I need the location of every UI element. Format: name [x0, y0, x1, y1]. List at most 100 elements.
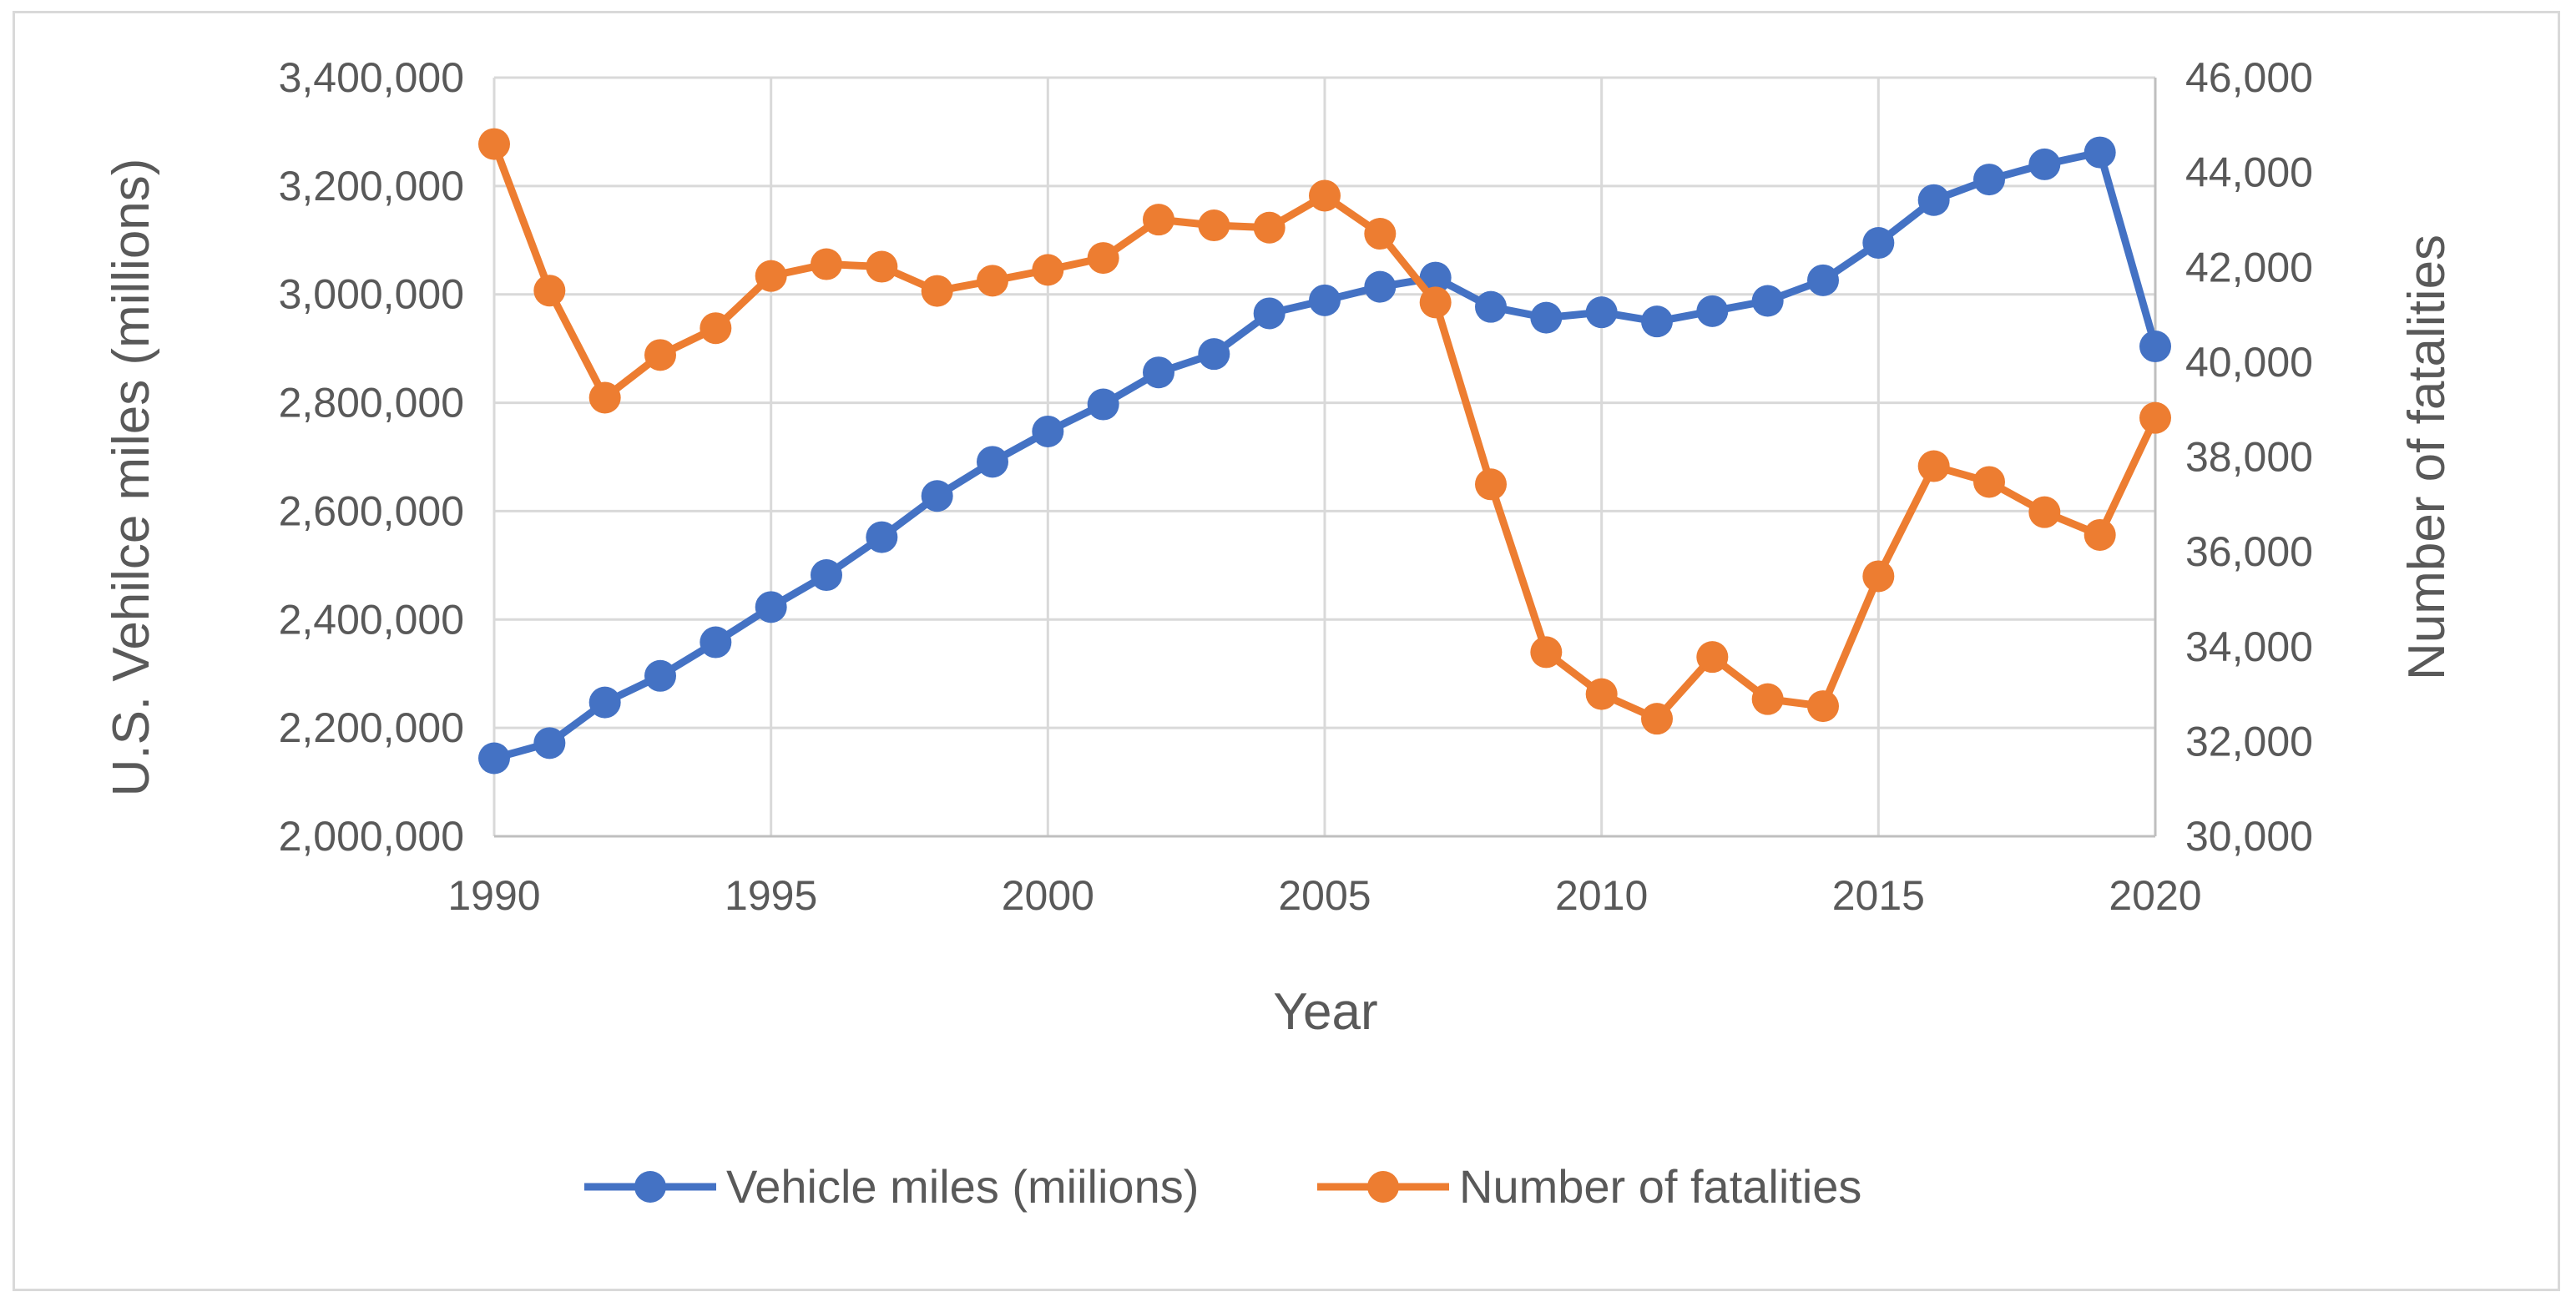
right-tick-label: 42,000 — [2185, 244, 2313, 290]
series — [478, 128, 2171, 775]
data-point-vehicle-miles — [2028, 148, 2061, 180]
right-axis-title: Number of fatalities — [2398, 235, 2456, 680]
data-point-fatalities — [1641, 703, 1673, 735]
x-tick-label: 2020 — [2109, 872, 2201, 919]
data-point-vehicle-miles — [1309, 284, 1341, 316]
data-point-vehicle-miles — [921, 480, 953, 512]
left-tick-label: 2,600,000 — [279, 487, 464, 534]
left-tick-label: 2,200,000 — [279, 704, 464, 751]
right-axis-ticks: 30,000 32,000 34,000 36,000 38,000 40,000 42,0… — [2185, 54, 2313, 860]
right-tick-label: 46,000 — [2185, 54, 2313, 101]
legend-marker-vehicle-miles — [634, 1171, 666, 1203]
data-point-fatalities — [1751, 683, 1784, 715]
data-point-fatalities — [2028, 496, 2061, 528]
data-point-vehicle-miles — [1198, 338, 1230, 371]
left-tick-label: 3,200,000 — [279, 163, 464, 209]
data-point-fatalities — [755, 260, 787, 292]
data-point-vehicle-miles — [866, 521, 898, 553]
data-point-vehicle-miles — [700, 626, 732, 659]
data-point-fatalities — [1087, 242, 1119, 275]
data-point-fatalities — [644, 339, 676, 371]
data-point-vehicle-miles — [1917, 184, 1950, 216]
data-point-vehicle-miles — [1419, 261, 1452, 294]
data-point-fatalities — [2139, 401, 2171, 434]
legend-item-vehicle-miles: Vehicle miles (miilions) — [584, 1160, 1199, 1213]
data-point-fatalities — [1862, 560, 1895, 593]
x-tick-label: 1990 — [447, 872, 540, 919]
right-tick-label: 36,000 — [2185, 528, 2313, 575]
series-vehicle-miles — [478, 136, 2171, 775]
data-point-vehicle-miles — [811, 559, 842, 592]
data-point-fatalities — [588, 381, 621, 414]
left-axis-ticks: 2,000,000 2,200,000 2,400,000 2,600,000 2,80… — [279, 54, 464, 860]
left-tick-label: 2,000,000 — [279, 813, 464, 860]
left-tick-label: 3,000,000 — [279, 271, 464, 318]
right-tick-label: 38,000 — [2185, 434, 2313, 481]
data-point-vehicle-miles — [977, 446, 1008, 478]
data-point-vehicle-miles — [533, 727, 566, 760]
legend-label-fatalities: Number of fatalities — [1459, 1160, 1861, 1213]
data-point-fatalities — [1585, 678, 1618, 710]
data-point-fatalities — [1253, 211, 1285, 244]
data-point-vehicle-miles — [1807, 264, 1839, 296]
data-point-vehicle-miles — [1973, 164, 2005, 196]
chart-frame — [13, 11, 2560, 1291]
data-point-vehicle-miles — [2139, 331, 2171, 363]
data-point-fatalities — [1696, 641, 1729, 674]
data-point-fatalities — [866, 250, 898, 283]
data-point-vehicle-miles — [1253, 297, 1285, 330]
data-point-fatalities — [700, 312, 732, 345]
left-tick-label: 3,400,000 — [279, 54, 464, 101]
x-tick-label: 2015 — [1832, 872, 1925, 919]
left-tick-label: 2,400,000 — [279, 596, 464, 643]
data-point-vehicle-miles — [1696, 295, 1729, 327]
series-fatalities — [478, 128, 2171, 735]
x-tick-label: 2000 — [1002, 872, 1094, 919]
data-point-vehicle-miles — [1530, 301, 1563, 334]
legend-marker-fatalities — [1367, 1171, 1399, 1203]
legend-label-vehicle-miles: Vehicle miles (miilions) — [726, 1160, 1199, 1213]
data-point-fatalities — [1973, 466, 2005, 498]
data-point-fatalities — [1364, 218, 1397, 250]
right-tick-label: 44,000 — [2185, 149, 2313, 196]
data-point-vehicle-miles — [644, 659, 676, 692]
data-point-vehicle-miles — [1143, 356, 1174, 389]
x-tick-label: 1995 — [725, 872, 817, 919]
data-point-vehicle-miles — [755, 591, 787, 623]
right-tick-label: 32,000 — [2185, 718, 2313, 765]
x-tick-label: 2005 — [1278, 872, 1371, 919]
legend-item-fatalities: Number of fatalities — [1317, 1160, 1861, 1213]
data-point-vehicle-miles — [1862, 227, 1895, 260]
x-axis-ticks: 1990 1995 2000 2005 2010 2015 2020 — [447, 872, 2201, 919]
data-point-fatalities — [533, 275, 566, 307]
data-point-fatalities — [921, 275, 953, 307]
x-tick-label: 2010 — [1555, 872, 1648, 919]
legend: Vehicle miles (miilions) Number of fatal… — [584, 1160, 1861, 1213]
data-point-fatalities — [1143, 204, 1174, 236]
data-point-fatalities — [1530, 636, 1563, 669]
right-tick-label: 40,000 — [2185, 339, 2313, 386]
data-point-fatalities — [1032, 254, 1064, 286]
data-point-fatalities — [1198, 209, 1230, 242]
data-point-vehicle-miles — [1032, 415, 1064, 447]
data-point-fatalities — [1475, 468, 1507, 501]
data-point-fatalities — [478, 128, 510, 160]
data-point-fatalities — [1309, 179, 1341, 212]
data-point-vehicle-miles — [478, 742, 510, 775]
left-tick-label: 2,800,000 — [279, 380, 464, 426]
x-axis-title: Year — [1273, 983, 1377, 1041]
data-point-vehicle-miles — [1364, 270, 1397, 303]
data-point-vehicle-miles — [1475, 290, 1507, 323]
data-point-vehicle-miles — [1087, 388, 1119, 421]
left-axis-title: U.S. Vehilce miles (millions) — [103, 159, 160, 797]
data-point-vehicle-miles — [1751, 285, 1784, 317]
data-point-fatalities — [977, 265, 1008, 297]
data-point-vehicle-miles — [2084, 136, 2116, 169]
right-tick-label: 30,000 — [2185, 813, 2313, 860]
data-point-fatalities — [1419, 286, 1452, 319]
axes — [494, 78, 2157, 838]
right-tick-label: 34,000 — [2185, 623, 2313, 670]
data-point-fatalities — [1807, 690, 1839, 723]
data-point-fatalities — [811, 248, 842, 280]
